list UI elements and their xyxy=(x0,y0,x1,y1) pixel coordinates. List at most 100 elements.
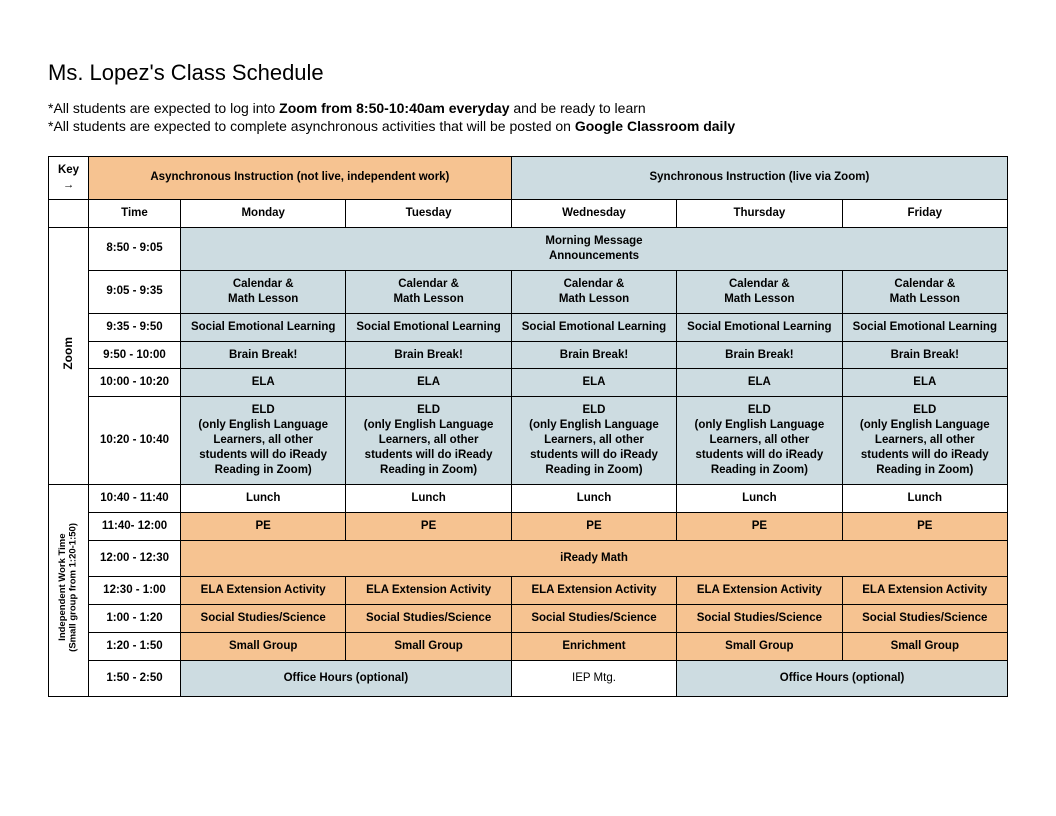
ind-label-wrap: Independent Work Time (Small group from … xyxy=(58,523,79,652)
sg-mon: Small Group xyxy=(181,632,346,660)
eld-fri: ELD(only English LanguageLearners, all o… xyxy=(842,397,1007,485)
office-mon-tue: Office Hours (optional) xyxy=(181,660,512,696)
note-line-2: *All students are expected to complete a… xyxy=(48,118,1008,134)
header-thu: Thursday xyxy=(677,199,842,227)
header-row: Time Monday Tuesday Wednesday Thursday F… xyxy=(49,199,1008,227)
pe-mon: PE xyxy=(181,513,346,541)
time-905: 9:05 - 9:35 xyxy=(89,270,181,313)
time-935: 9:35 - 9:50 xyxy=(89,313,181,341)
row-calendar-math: 9:05 - 9:35 Calendar &Math Lesson Calend… xyxy=(49,270,1008,313)
time-1040: 10:40 - 11:40 xyxy=(89,485,181,513)
ss-wed: Social Studies/Science xyxy=(511,604,676,632)
key-row: Key → Asynchronous Instruction (not live… xyxy=(49,157,1008,200)
note-2-bold: Google Classroom daily xyxy=(575,118,735,134)
eld-wed: ELD(only English LanguageLearners, all o… xyxy=(511,397,676,485)
elaext-tue: ELA Extension Activity xyxy=(346,576,511,604)
sel-tue: Social Emotional Learning xyxy=(346,313,511,341)
iready-math-cell: iReady Math xyxy=(181,540,1008,576)
notes: *All students are expected to log into Z… xyxy=(48,100,1008,134)
time-100: 1:00 - 1:20 xyxy=(89,604,181,632)
mm-l2: Announcements xyxy=(549,250,639,262)
key-async: Asynchronous Instruction (not live, inde… xyxy=(89,157,512,200)
sg-fri: Small Group xyxy=(842,632,1007,660)
lunch-thu: Lunch xyxy=(677,485,842,513)
elaext-thu: ELA Extension Activity xyxy=(677,576,842,604)
sg-thu: Small Group xyxy=(677,632,842,660)
ss-fri: Social Studies/Science xyxy=(842,604,1007,632)
cal-thu: Calendar &Math Lesson xyxy=(677,270,842,313)
note-line-1: *All students are expected to log into Z… xyxy=(48,100,1008,116)
time-850: 8:50 - 9:05 xyxy=(89,227,181,270)
elaext-mon: ELA Extension Activity xyxy=(181,576,346,604)
key-label-l2: → xyxy=(63,179,75,191)
time-950: 9:50 - 10:00 xyxy=(89,341,181,369)
row-eld: 10:20 - 10:40 ELD(only English LanguageL… xyxy=(49,397,1008,485)
ela-thu: ELA xyxy=(677,369,842,397)
lunch-fri: Lunch xyxy=(842,485,1007,513)
row-ss-science: 1:00 - 1:20 Social Studies/Science Socia… xyxy=(49,604,1008,632)
bb-mon: Brain Break! xyxy=(181,341,346,369)
header-blank xyxy=(49,199,89,227)
ela-mon: ELA xyxy=(181,369,346,397)
ela-tue: ELA xyxy=(346,369,511,397)
lunch-wed: Lunch xyxy=(511,485,676,513)
ss-tue: Social Studies/Science xyxy=(346,604,511,632)
header-wed: Wednesday xyxy=(511,199,676,227)
cal-tue: Calendar &Math Lesson xyxy=(346,270,511,313)
independent-side-label: Independent Work Time (Small group from … xyxy=(49,485,89,697)
row-ela-ext: 12:30 - 1:00 ELA Extension Activity ELA … xyxy=(49,576,1008,604)
mm-l1: Morning Message xyxy=(545,235,642,247)
pe-tue: PE xyxy=(346,513,511,541)
sg-wed: Enrichment xyxy=(511,632,676,660)
time-1230: 12:30 - 1:00 xyxy=(89,576,181,604)
time-120: 1:20 - 1:50 xyxy=(89,632,181,660)
time-1000: 10:00 - 10:20 xyxy=(89,369,181,397)
ss-thu: Social Studies/Science xyxy=(677,604,842,632)
time-1140: 11:40- 12:00 xyxy=(89,513,181,541)
iep-mtg: IEP Mtg. xyxy=(511,660,676,696)
time-150: 1:50 - 2:50 xyxy=(89,660,181,696)
row-small-group: 1:20 - 1:50 Small Group Small Group Enri… xyxy=(49,632,1008,660)
header-time: Time xyxy=(89,199,181,227)
sel-wed: Social Emotional Learning xyxy=(511,313,676,341)
key-label-l1: Key xyxy=(58,164,79,176)
eld-thu: ELD(only English LanguageLearners, all o… xyxy=(677,397,842,485)
page-title: Ms. Lopez's Class Schedule xyxy=(48,60,1008,86)
sel-mon: Social Emotional Learning xyxy=(181,313,346,341)
sel-thu: Social Emotional Learning xyxy=(677,313,842,341)
row-morning-message: Zoom 8:50 - 9:05 Morning Message Announc… xyxy=(49,227,1008,270)
sel-fri: Social Emotional Learning xyxy=(842,313,1007,341)
pe-fri: PE xyxy=(842,513,1007,541)
note-1-bold: Zoom from 8:50-10:40am everyday xyxy=(279,100,509,116)
ss-mon: Social Studies/Science xyxy=(181,604,346,632)
time-1200: 12:00 - 12:30 xyxy=(89,540,181,576)
morning-message-cell: Morning Message Announcements xyxy=(181,227,1008,270)
sg-tue: Small Group xyxy=(346,632,511,660)
row-sel: 9:35 - 9:50 Social Emotional Learning So… xyxy=(49,313,1008,341)
header-fri: Friday xyxy=(842,199,1007,227)
note-1-post: and be ready to learn xyxy=(509,100,645,116)
ela-wed: ELA xyxy=(511,369,676,397)
row-office-hours: 1:50 - 2:50 Office Hours (optional) IEP … xyxy=(49,660,1008,696)
note-2-pre: *All students are expected to complete a… xyxy=(48,118,575,134)
key-label-cell: Key → xyxy=(49,157,89,200)
zoom-label-text: Zoom xyxy=(61,337,77,370)
row-iready-math: 12:00 - 12:30 iReady Math xyxy=(49,540,1008,576)
bb-thu: Brain Break! xyxy=(677,341,842,369)
lunch-tue: Lunch xyxy=(346,485,511,513)
row-brain-break: 9:50 - 10:00 Brain Break! Brain Break! B… xyxy=(49,341,1008,369)
lunch-mon: Lunch xyxy=(181,485,346,513)
eld-mon: ELD(only English LanguageLearners, all o… xyxy=(181,397,346,485)
note-1-pre: *All students are expected to log into xyxy=(48,100,279,116)
schedule-table: Key → Asynchronous Instruction (not live… xyxy=(48,156,1008,697)
header-mon: Monday xyxy=(181,199,346,227)
elaext-wed: ELA Extension Activity xyxy=(511,576,676,604)
time-1020: 10:20 - 10:40 xyxy=(89,397,181,485)
bb-wed: Brain Break! xyxy=(511,341,676,369)
row-lunch: Independent Work Time (Small group from … xyxy=(49,485,1008,513)
elaext-fri: ELA Extension Activity xyxy=(842,576,1007,604)
pe-thu: PE xyxy=(677,513,842,541)
header-tue: Tuesday xyxy=(346,199,511,227)
cal-mon: Calendar &Math Lesson xyxy=(181,270,346,313)
key-sync: Synchronous Instruction (live via Zoom) xyxy=(511,157,1007,200)
